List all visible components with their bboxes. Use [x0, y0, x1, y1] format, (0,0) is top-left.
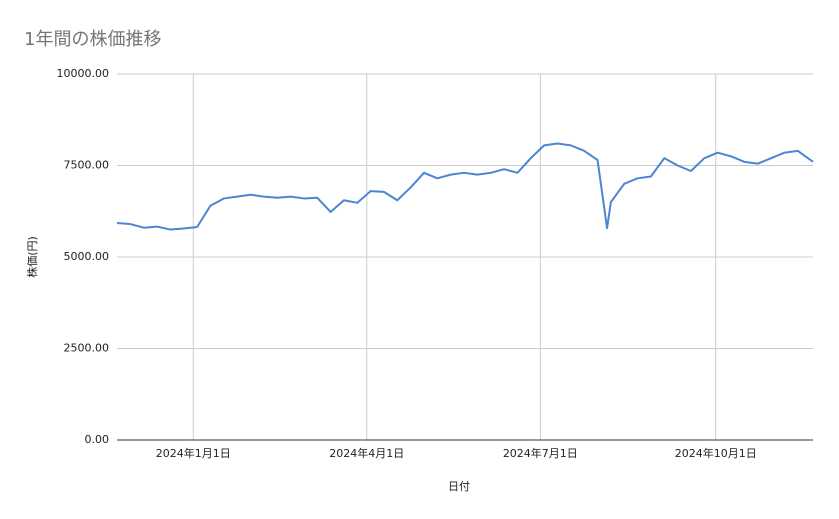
x-tick-label: 2024年4月1日	[329, 446, 404, 460]
y-tick-label: 0.00	[85, 433, 110, 446]
chart-title: 1年間の株価推移	[24, 29, 161, 50]
x-tick-label: 2024年7月1日	[503, 446, 578, 460]
data-line	[116, 142, 814, 231]
y-tick-label: 7500.00	[64, 159, 110, 172]
y-tick-label: 2500.00	[64, 342, 110, 355]
y-axis-label: 株価(円)	[25, 236, 39, 278]
y-tick-label: 5000.00	[64, 250, 110, 263]
y-tick-label: 10000.00	[57, 67, 110, 80]
x-tick-label: 2024年10月1日	[675, 446, 757, 460]
x-tick-label: 2024年1月1日	[156, 446, 231, 460]
x-axis-label: 日付	[448, 480, 470, 493]
